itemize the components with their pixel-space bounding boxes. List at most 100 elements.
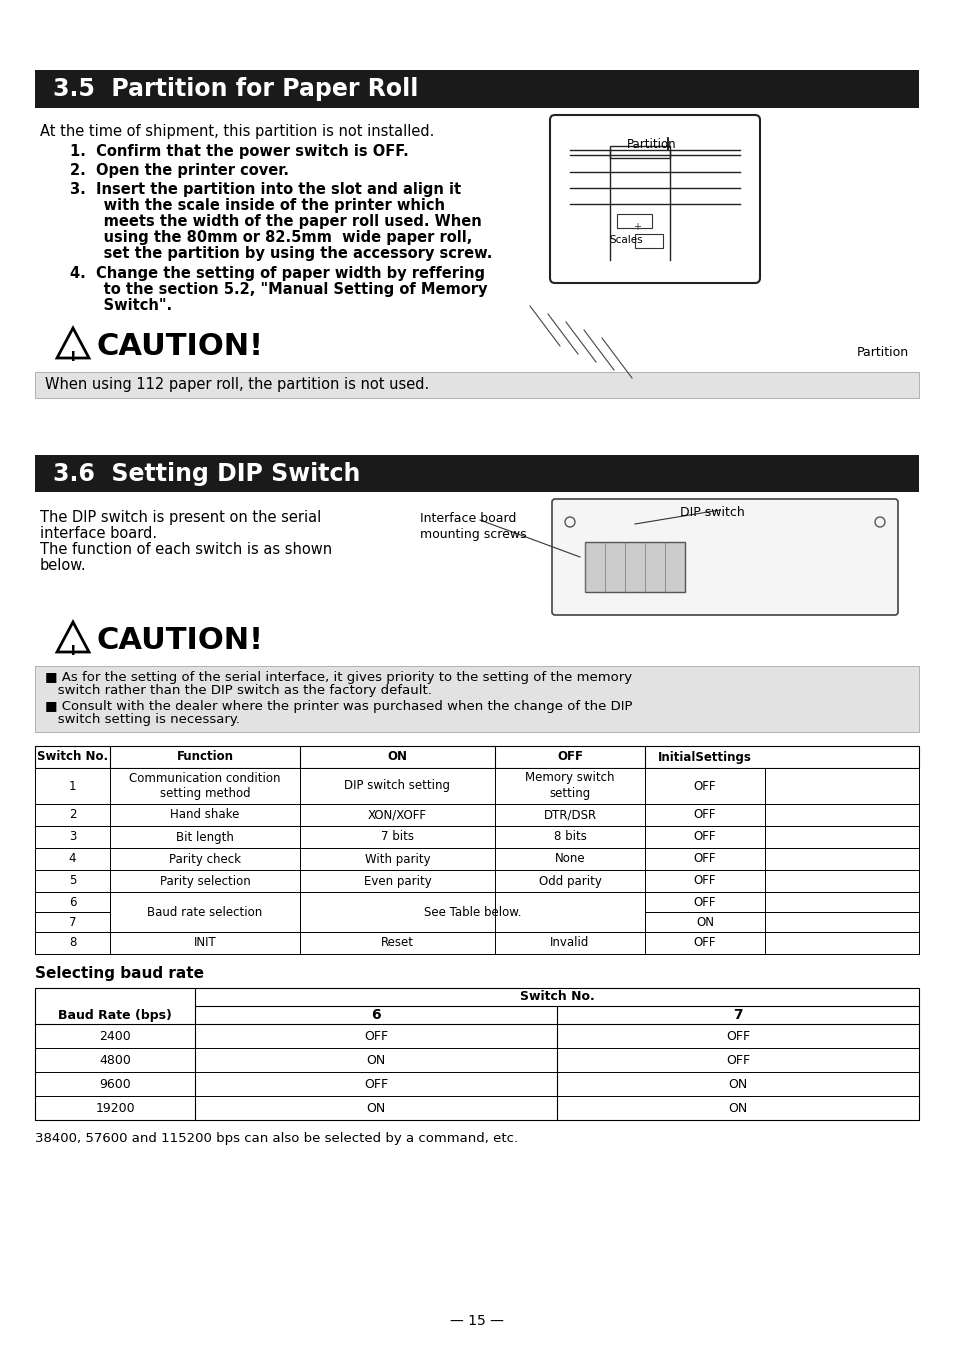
Text: OFF: OFF: [693, 853, 716, 865]
Text: Switch".: Switch".: [78, 297, 172, 314]
Text: 7 bits: 7 bits: [380, 830, 414, 844]
Text: 4: 4: [69, 853, 76, 865]
Bar: [35, 913, 918, 932]
Text: Bit length: Bit length: [176, 830, 233, 844]
Text: 1.  Confirm that the power switch is OFF.: 1. Confirm that the power switch is OFF.: [70, 145, 408, 160]
Text: 2.  Open the printer cover.: 2. Open the printer cover.: [70, 164, 289, 178]
Text: OFF: OFF: [693, 875, 716, 887]
Text: 19200: 19200: [95, 1102, 134, 1114]
Text: Even parity: Even parity: [363, 875, 431, 887]
Text: Parity check: Parity check: [169, 853, 241, 865]
Text: 1: 1: [69, 780, 76, 792]
Text: Interface board: Interface board: [419, 512, 516, 525]
Text: below.: below.: [40, 558, 87, 573]
Text: Switch No.: Switch No.: [519, 991, 594, 1003]
Text: OFF: OFF: [363, 1029, 388, 1042]
Text: OFF: OFF: [557, 750, 582, 764]
Text: OFF: OFF: [693, 780, 716, 792]
Text: 2: 2: [69, 808, 76, 822]
Text: !: !: [70, 644, 76, 658]
Bar: [35, 826, 918, 848]
Text: Function: Function: [176, 750, 233, 764]
Text: ON: ON: [727, 1102, 747, 1114]
Bar: [110, 892, 644, 932]
Text: interface board.: interface board.: [40, 526, 157, 541]
Text: None: None: [554, 853, 585, 865]
Bar: [35, 932, 918, 955]
Text: DTR/DSR: DTR/DSR: [543, 808, 596, 822]
Text: Partition: Partition: [856, 346, 908, 360]
Text: OFF: OFF: [725, 1053, 749, 1067]
Text: Invalid: Invalid: [550, 937, 589, 949]
Text: At the time of shipment, this partition is not installed.: At the time of shipment, this partition …: [40, 124, 434, 139]
Text: 3: 3: [69, 830, 76, 844]
Text: with the scale inside of the printer which: with the scale inside of the printer whi…: [78, 197, 444, 214]
Text: switch setting is necessary.: switch setting is necessary.: [45, 713, 240, 726]
Text: 7: 7: [733, 1009, 742, 1022]
Bar: [35, 848, 918, 869]
Text: Baud Rate (bps): Baud Rate (bps): [58, 1009, 172, 1022]
Bar: [617, 214, 651, 228]
Text: Scales: Scales: [608, 235, 642, 245]
Text: OFF: OFF: [693, 937, 716, 949]
Text: to the section 5.2, "Manual Setting of Memory: to the section 5.2, "Manual Setting of M…: [78, 283, 487, 297]
Bar: [35, 667, 918, 731]
Text: XON/XOFF: XON/XOFF: [368, 808, 427, 822]
Bar: [35, 804, 918, 826]
Text: ON: ON: [366, 1102, 385, 1114]
Text: Communication condition
setting method: Communication condition setting method: [129, 772, 280, 800]
Text: ON: ON: [696, 915, 713, 929]
Circle shape: [874, 516, 884, 527]
Text: using the 80mm or 82.5mm  wide paper roll,: using the 80mm or 82.5mm wide paper roll…: [78, 230, 472, 245]
FancyBboxPatch shape: [552, 499, 897, 615]
Text: The DIP switch is present on the serial: The DIP switch is present on the serial: [40, 510, 321, 525]
Bar: [35, 372, 918, 397]
Text: switch rather than the DIP switch as the factory default.: switch rather than the DIP switch as the…: [45, 684, 432, 698]
Text: See Table below.: See Table below.: [423, 906, 520, 918]
Text: !: !: [70, 350, 76, 364]
Text: ON: ON: [366, 1053, 385, 1067]
Text: OFF: OFF: [693, 895, 716, 909]
Text: OFF: OFF: [693, 808, 716, 822]
Bar: [35, 988, 918, 1119]
Bar: [35, 869, 918, 892]
Text: 4.  Change the setting of paper width by reffering: 4. Change the setting of paper width by …: [70, 266, 484, 281]
Text: +: +: [633, 222, 640, 233]
Text: set the partition by using the accessory screw.: set the partition by using the accessory…: [78, 246, 492, 261]
Text: 7: 7: [69, 915, 76, 929]
Text: Partition: Partition: [626, 138, 676, 151]
Text: The function of each switch is as shown: The function of each switch is as shown: [40, 542, 332, 557]
Circle shape: [564, 516, 575, 527]
Bar: [35, 768, 918, 804]
Text: 6: 6: [69, 895, 76, 909]
Text: — 15 —: — 15 —: [450, 1314, 503, 1328]
Text: 38400, 57600 and 115200 bps can also be selected by a command, etc.: 38400, 57600 and 115200 bps can also be …: [35, 1132, 517, 1145]
Text: Selecting baud rate: Selecting baud rate: [35, 965, 204, 982]
Bar: [35, 892, 918, 913]
Text: mounting screws: mounting screws: [419, 529, 526, 541]
Text: With parity: With parity: [364, 853, 430, 865]
Text: ■ As for the setting of the serial interface, it gives priority to the setting o: ■ As for the setting of the serial inter…: [45, 671, 632, 684]
Text: Reset: Reset: [380, 937, 414, 949]
Bar: [635, 234, 662, 247]
Text: Baud rate selection: Baud rate selection: [147, 906, 262, 918]
Text: meets the width of the paper roll used. When: meets the width of the paper roll used. …: [78, 214, 481, 228]
Text: When using 112 paper roll, the partition is not used.: When using 112 paper roll, the partition…: [45, 377, 429, 392]
Bar: [609, 146, 669, 158]
Bar: [35, 456, 918, 492]
Text: CAUTION!: CAUTION!: [97, 626, 264, 654]
Text: Memory switch
setting: Memory switch setting: [525, 772, 614, 800]
Text: Hand shake: Hand shake: [171, 808, 239, 822]
Text: 4800: 4800: [99, 1053, 131, 1067]
Text: 8: 8: [69, 937, 76, 949]
Polygon shape: [57, 622, 89, 652]
Text: 8 bits: 8 bits: [553, 830, 586, 844]
Text: DIP switch setting: DIP switch setting: [344, 780, 450, 792]
Polygon shape: [57, 329, 89, 358]
Bar: [584, 542, 684, 592]
Bar: [35, 746, 918, 768]
Text: Odd parity: Odd parity: [538, 875, 600, 887]
Text: 6: 6: [371, 1009, 380, 1022]
Text: OFF: OFF: [725, 1029, 749, 1042]
Text: INIT: INIT: [193, 937, 216, 949]
